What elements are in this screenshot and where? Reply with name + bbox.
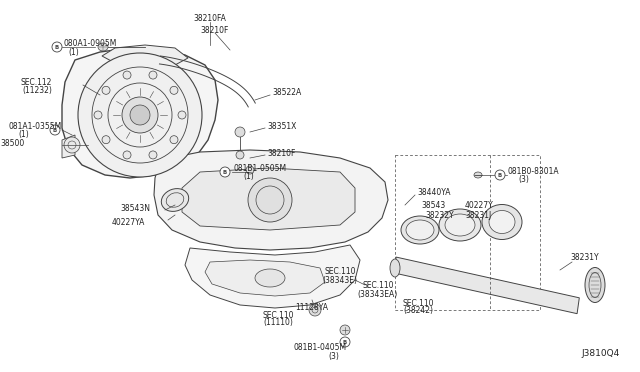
Text: B: B [343, 340, 347, 344]
Circle shape [178, 111, 186, 119]
Text: (38343EA): (38343EA) [358, 289, 398, 298]
Text: 38231J: 38231J [465, 211, 492, 219]
Ellipse shape [439, 209, 481, 241]
Text: 081B0-8301A: 081B0-8301A [508, 167, 559, 176]
Polygon shape [205, 260, 325, 296]
Text: B: B [223, 170, 227, 174]
Circle shape [340, 337, 350, 347]
Text: SEC.110: SEC.110 [362, 282, 394, 291]
Text: (1): (1) [18, 129, 29, 138]
Circle shape [170, 86, 178, 94]
Ellipse shape [474, 172, 482, 178]
Circle shape [102, 86, 110, 94]
Circle shape [246, 166, 254, 174]
Text: (3): (3) [518, 174, 529, 183]
Text: 081B1-0405M: 081B1-0405M [293, 343, 347, 353]
Text: 38210F: 38210F [267, 148, 296, 157]
Circle shape [94, 111, 102, 119]
Circle shape [130, 105, 150, 125]
Circle shape [64, 137, 80, 153]
Circle shape [309, 304, 321, 316]
Circle shape [248, 178, 292, 222]
Text: (1): (1) [243, 171, 253, 180]
Ellipse shape [255, 269, 285, 287]
Circle shape [495, 170, 505, 180]
Text: 081B1-0505M: 081B1-0505M [234, 164, 287, 173]
Polygon shape [102, 45, 188, 67]
Polygon shape [154, 150, 388, 250]
Circle shape [149, 71, 157, 79]
Ellipse shape [98, 43, 108, 51]
Text: 38500: 38500 [0, 138, 24, 148]
Text: SEC.112: SEC.112 [20, 77, 51, 87]
Circle shape [102, 136, 110, 144]
Text: 38231Y: 38231Y [570, 253, 598, 263]
Text: SEC.110: SEC.110 [324, 267, 356, 276]
Text: 40227YA: 40227YA [112, 218, 145, 227]
Text: (1): (1) [68, 48, 79, 57]
Text: 38232Y: 38232Y [425, 211, 454, 219]
Polygon shape [62, 135, 75, 158]
Ellipse shape [489, 211, 515, 234]
Text: 38210F: 38210F [200, 26, 228, 35]
Polygon shape [394, 257, 579, 314]
Text: (11232): (11232) [22, 86, 52, 94]
Text: 38543: 38543 [421, 201, 445, 209]
Text: 38522A: 38522A [272, 87, 301, 96]
Text: 38210FA: 38210FA [193, 13, 226, 22]
Polygon shape [182, 168, 355, 230]
Text: B: B [55, 45, 59, 49]
Text: (38343E): (38343E) [323, 276, 358, 285]
Ellipse shape [406, 220, 434, 240]
Circle shape [235, 127, 245, 137]
Text: 38440YA: 38440YA [417, 187, 451, 196]
Ellipse shape [390, 259, 400, 277]
Circle shape [236, 151, 244, 159]
Text: 081A1-0355M: 081A1-0355M [8, 122, 61, 131]
Text: (11110): (11110) [263, 318, 293, 327]
Text: (38242): (38242) [403, 307, 433, 315]
Circle shape [123, 151, 131, 159]
Ellipse shape [482, 205, 522, 240]
Circle shape [78, 53, 202, 177]
Ellipse shape [445, 214, 475, 236]
Circle shape [122, 97, 158, 133]
Polygon shape [62, 48, 218, 178]
Ellipse shape [401, 216, 439, 244]
Circle shape [220, 167, 230, 177]
Text: B: B [498, 173, 502, 177]
Circle shape [149, 151, 157, 159]
Ellipse shape [161, 189, 189, 211]
Text: 38543N: 38543N [120, 203, 150, 212]
Text: J3810Q4: J3810Q4 [582, 349, 620, 358]
Text: B: B [53, 128, 57, 132]
Text: SEC.110: SEC.110 [403, 298, 434, 308]
Circle shape [340, 325, 350, 335]
Ellipse shape [585, 267, 605, 302]
Text: 11128YA: 11128YA [295, 304, 328, 312]
Circle shape [50, 125, 60, 135]
Circle shape [123, 71, 131, 79]
Text: 080A1-0905M: 080A1-0905M [63, 38, 116, 48]
Text: 40227Y: 40227Y [465, 201, 493, 209]
Text: SEC.110: SEC.110 [262, 311, 294, 320]
Polygon shape [185, 245, 360, 308]
Text: 38351X: 38351X [267, 122, 296, 131]
Text: (3): (3) [328, 352, 339, 360]
Circle shape [52, 42, 62, 52]
Circle shape [170, 136, 178, 144]
